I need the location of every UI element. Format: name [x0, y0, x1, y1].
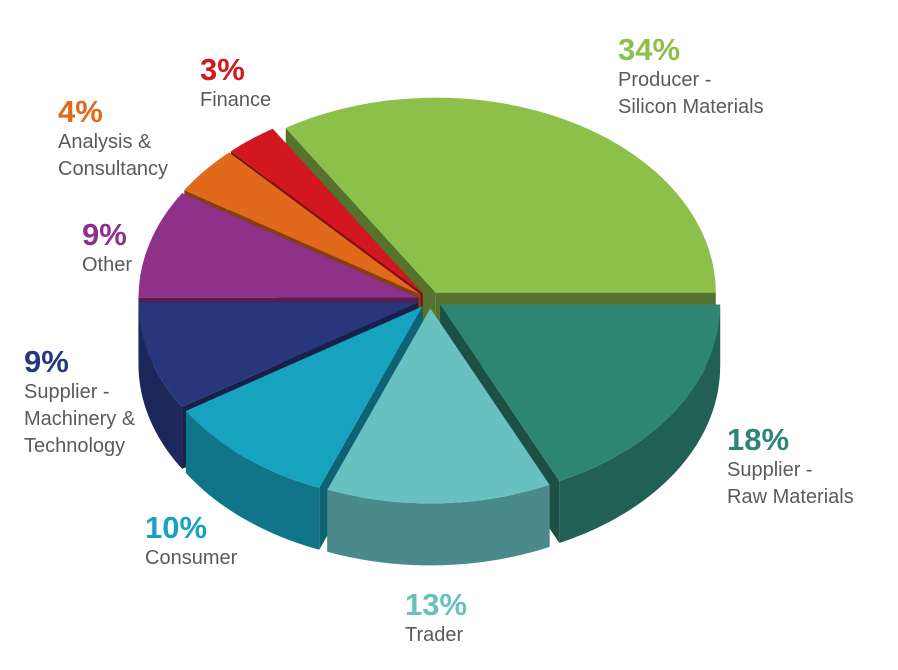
- name-consumer: Consumer: [145, 547, 238, 569]
- name-producer-1: Producer -: [618, 69, 712, 91]
- slice-outer-wall-supplier-raw-materials: [559, 304, 721, 543]
- pct-analysis: 4%: [58, 94, 103, 129]
- pct-consumer: 10%: [145, 510, 208, 545]
- name-machinery-2: Machinery &: [24, 408, 136, 430]
- label-trader: 13% Trader: [405, 588, 467, 649]
- slice-top-consumer: [185, 306, 423, 488]
- name-raw-1: Supplier -: [727, 459, 813, 481]
- label-producer: 34% Producer - Silicon Materials: [618, 33, 764, 121]
- pct-raw: 18%: [727, 422, 790, 457]
- label-analysis: 4% Analysis & Consultancy: [58, 95, 168, 183]
- slice-top-trader: [327, 308, 550, 504]
- name-analysis-2: Consultancy: [58, 158, 169, 180]
- slice-top-analysis-consultancy: [184, 152, 421, 295]
- slice-top-other: [138, 193, 419, 298]
- name-other: Other: [82, 254, 133, 276]
- name-machinery-1: Supplier -: [24, 381, 110, 403]
- pct-trader: 13%: [405, 587, 468, 622]
- name-analysis-1: Analysis &: [58, 131, 152, 153]
- slice-outer-wall-consumer: [185, 410, 320, 550]
- slice-outer-wall-trader: [327, 484, 550, 566]
- pct-other: 9%: [82, 217, 127, 252]
- name-trader: Trader: [405, 624, 464, 646]
- pct-machinery: 9%: [24, 344, 69, 379]
- slice-outer-wall-supplier-machinery-technology: [138, 302, 183, 469]
- slice-top-finance: [230, 128, 423, 294]
- name-producer-2: Silicon Materials: [618, 96, 764, 118]
- label-machinery: 9% Supplier - Machinery & Technology: [24, 345, 135, 460]
- slice-top-supplier-machinery-technology: [138, 302, 419, 407]
- name-raw-2: Raw Materials: [727, 486, 854, 508]
- name-finance: Finance: [200, 89, 272, 111]
- label-raw: 18% Supplier - Raw Materials: [727, 423, 854, 511]
- name-machinery-3: Technology: [24, 435, 126, 457]
- label-consumer: 10% Consumer: [145, 511, 237, 572]
- slice-top-producer-silicon-materials: [285, 97, 716, 293]
- pct-finance: 3%: [200, 52, 245, 87]
- slice-top-supplier-raw-materials: [440, 304, 721, 481]
- label-other: 9% Other: [82, 218, 132, 279]
- pct-producer: 34%: [618, 32, 681, 67]
- label-finance: 3% Finance: [200, 53, 271, 114]
